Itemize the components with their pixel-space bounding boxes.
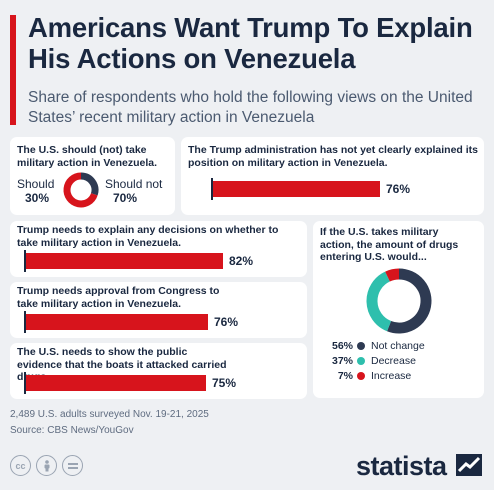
survey-note: 2,489 U.S. adults surveyed Nov. 19-21, 2…	[10, 409, 209, 420]
nd-icon[interactable]	[62, 455, 83, 476]
card-drugs-donut: If the U.S. takes military action, the a…	[313, 221, 484, 398]
drugs-title: If the U.S. takes military action, the a…	[320, 226, 459, 263]
donut-slice-2	[385, 268, 400, 282]
bar-3-value: 75%	[212, 376, 237, 390]
by-icon[interactable]	[36, 455, 57, 476]
drugs-legend: 56% Not change 37% Decrease 7% Increase	[319, 339, 469, 389]
should-donut	[63, 172, 99, 208]
bar-2-track: 76%	[24, 311, 264, 333]
donut-slice-0	[80, 172, 99, 196]
donut-slice-1	[63, 172, 98, 208]
drugs-donut	[366, 268, 432, 334]
legend-dot-dark	[357, 342, 365, 350]
card-should-title: The U.S. should (not) take military acti…	[17, 144, 158, 169]
bar-2-axis	[24, 311, 26, 333]
donut-slice-1	[366, 271, 392, 332]
card-congress-approval: Trump needs approval from Congress to ta…	[10, 282, 307, 338]
page-subtitle: Share of respondents who hold the follow…	[28, 89, 473, 126]
bar-1	[26, 253, 223, 269]
page-title: Americans Want Trump To Explain His Acti…	[28, 12, 473, 74]
should-label: Should 30%	[17, 177, 55, 205]
bar-0-track: 76%	[211, 178, 431, 200]
bar-1-axis	[24, 250, 26, 272]
legend-not-change: 56% Not change	[331, 340, 425, 352]
donut-slice-0	[387, 268, 432, 334]
card-should-take-action: The U.S. should (not) take military acti…	[10, 137, 175, 215]
bar-1-track: 82%	[24, 250, 264, 272]
bar-0	[213, 181, 380, 197]
bar-3-axis	[24, 372, 26, 394]
source-note: Source: CBS News/YouGov	[10, 425, 134, 436]
card-explain-decisions: Trump needs to explain any decisions on …	[10, 221, 307, 277]
bar-0-label: The Trump administration has not yet cle…	[188, 144, 478, 169]
brand-logo[interactable]: statista	[356, 451, 447, 481]
brand-mark-icon	[456, 454, 482, 476]
card-public-evidence: The U.S. needs to show the public eviden…	[10, 343, 307, 399]
bar-2-value: 76%	[214, 315, 239, 329]
bar-0-axis	[211, 178, 213, 200]
bar-0-value: 76%	[386, 182, 411, 196]
legend-dot-red	[357, 372, 365, 380]
bar-2	[26, 314, 208, 330]
legend-dot-teal	[357, 357, 365, 365]
bar-1-label: Trump needs to explain any decisions on …	[17, 224, 279, 249]
legend-decrease: 37% Decrease	[331, 355, 416, 367]
bar-2-label: Trump needs approval from Congress to ta…	[17, 285, 220, 310]
bar-3-track: 75%	[24, 372, 264, 394]
license-icons: cc	[10, 455, 83, 476]
should-not-label: Should not 70%	[105, 177, 163, 205]
cc-icon[interactable]: cc	[10, 455, 31, 476]
legend-increase: 7% Increase	[337, 370, 412, 382]
card-not-explained: The Trump administration has not yet cle…	[181, 137, 484, 215]
bar-1-value: 82%	[229, 254, 254, 268]
title-accent-bar	[10, 15, 16, 125]
bar-3	[26, 375, 206, 391]
